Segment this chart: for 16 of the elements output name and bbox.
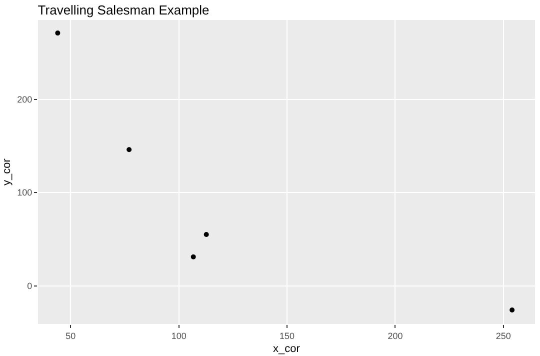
point	[190, 254, 196, 260]
chart-title: Travelling Salesman Example	[38, 2, 210, 18]
x-tick-label: 250	[496, 330, 511, 341]
y-tick-label: 0	[27, 280, 32, 291]
x-tick-label: 200	[388, 330, 403, 341]
x-tick-label: 50	[66, 330, 76, 341]
x-tick-label: 150	[280, 330, 295, 341]
y-axis-title: y_cor	[0, 158, 13, 186]
point	[55, 30, 60, 36]
point	[204, 232, 209, 237]
x-axis-title: x_cor	[273, 343, 300, 355]
point	[126, 147, 132, 152]
point	[510, 308, 515, 313]
x-tick-label: 100	[171, 330, 186, 341]
y-tick-label: 200	[17, 94, 32, 104]
y-tick-label: 100	[17, 188, 32, 198]
